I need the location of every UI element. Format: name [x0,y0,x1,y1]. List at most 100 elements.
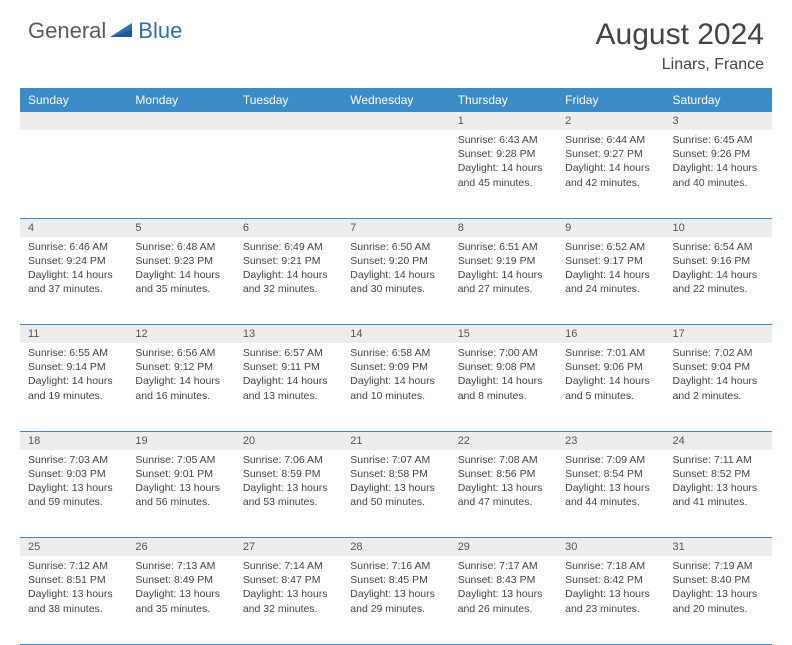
day-details: Sunrise: 7:06 AMSunset: 8:59 PMDaylight:… [235,450,342,516]
daynum-row: 123 [20,112,772,130]
day-cell: Sunrise: 7:13 AMSunset: 8:49 PMDaylight:… [127,556,234,644]
day-number [127,112,234,130]
weekday-header: Friday [557,88,664,112]
day-number: 29 [450,538,557,557]
day-cell: Sunrise: 6:52 AMSunset: 9:17 PMDaylight:… [557,237,664,325]
day-details: Sunrise: 6:52 AMSunset: 9:17 PMDaylight:… [557,237,664,303]
day-cell: Sunrise: 6:57 AMSunset: 9:11 PMDaylight:… [235,343,342,431]
day-cell: Sunrise: 6:44 AMSunset: 9:27 PMDaylight:… [557,130,664,218]
day-cell: Sunrise: 6:46 AMSunset: 9:24 PMDaylight:… [20,237,127,325]
day-cell: Sunrise: 7:01 AMSunset: 9:06 PMDaylight:… [557,343,664,431]
day-number: 13 [235,325,342,344]
day-details: Sunrise: 6:57 AMSunset: 9:11 PMDaylight:… [235,343,342,409]
day-cell: Sunrise: 7:19 AMSunset: 8:40 PMDaylight:… [665,556,772,644]
day-cell: Sunrise: 6:54 AMSunset: 9:16 PMDaylight:… [665,237,772,325]
brand-blue: Blue [138,18,182,44]
day-number: 11 [20,325,127,344]
day-cell: Sunrise: 7:02 AMSunset: 9:04 PMDaylight:… [665,343,772,431]
day-number: 26 [127,538,234,557]
weekday-header: Thursday [450,88,557,112]
day-number: 15 [450,325,557,344]
day-details: Sunrise: 6:44 AMSunset: 9:27 PMDaylight:… [557,130,664,196]
day-cell: Sunrise: 6:56 AMSunset: 9:12 PMDaylight:… [127,343,234,431]
day-cell: Sunrise: 6:49 AMSunset: 9:21 PMDaylight:… [235,237,342,325]
day-details: Sunrise: 6:46 AMSunset: 9:24 PMDaylight:… [20,237,127,303]
day-number: 1 [450,112,557,130]
day-number: 3 [665,112,772,130]
day-cell: Sunrise: 7:12 AMSunset: 8:51 PMDaylight:… [20,556,127,644]
week-row: Sunrise: 7:03 AMSunset: 9:03 PMDaylight:… [20,450,772,538]
day-number: 24 [665,431,772,450]
day-cell: Sunrise: 7:11 AMSunset: 8:52 PMDaylight:… [665,450,772,538]
day-number: 2 [557,112,664,130]
day-details: Sunrise: 7:09 AMSunset: 8:54 PMDaylight:… [557,450,664,516]
day-details: Sunrise: 6:43 AMSunset: 9:28 PMDaylight:… [450,130,557,196]
day-cell: Sunrise: 7:18 AMSunset: 8:42 PMDaylight:… [557,556,664,644]
day-number: 14 [342,325,449,344]
title-block: August 2024 Linars, France [596,18,764,74]
weekday-row: SundayMondayTuesdayWednesdayThursdayFrid… [20,88,772,112]
daynum-row: 11121314151617 [20,325,772,344]
brand-general: General [28,18,106,44]
day-number: 25 [20,538,127,557]
day-details: Sunrise: 7:08 AMSunset: 8:56 PMDaylight:… [450,450,557,516]
day-number: 31 [665,538,772,557]
day-cell: Sunrise: 7:03 AMSunset: 9:03 PMDaylight:… [20,450,127,538]
day-cell: Sunrise: 6:50 AMSunset: 9:20 PMDaylight:… [342,237,449,325]
day-cell: Sunrise: 7:09 AMSunset: 8:54 PMDaylight:… [557,450,664,538]
weekday-header: Monday [127,88,234,112]
calendar-body: 123Sunrise: 6:43 AMSunset: 9:28 PMDaylig… [20,112,772,644]
day-number [342,112,449,130]
daynum-row: 45678910 [20,218,772,237]
header: General Blue August 2024 Linars, France [0,0,792,82]
day-cell: Sunrise: 6:51 AMSunset: 9:19 PMDaylight:… [450,237,557,325]
day-number [235,112,342,130]
day-number: 8 [450,218,557,237]
day-details: Sunrise: 7:07 AMSunset: 8:58 PMDaylight:… [342,450,449,516]
week-row: Sunrise: 6:43 AMSunset: 9:28 PMDaylight:… [20,130,772,218]
day-cell [127,130,234,218]
week-row: Sunrise: 6:55 AMSunset: 9:14 PMDaylight:… [20,343,772,431]
day-cell: Sunrise: 7:00 AMSunset: 9:08 PMDaylight:… [450,343,557,431]
day-details: Sunrise: 6:51 AMSunset: 9:19 PMDaylight:… [450,237,557,303]
day-number: 28 [342,538,449,557]
calendar-head: SundayMondayTuesdayWednesdayThursdayFrid… [20,88,772,112]
day-cell: Sunrise: 7:05 AMSunset: 9:01 PMDaylight:… [127,450,234,538]
day-cell [20,130,127,218]
week-row: Sunrise: 6:46 AMSunset: 9:24 PMDaylight:… [20,237,772,325]
day-cell: Sunrise: 7:08 AMSunset: 8:56 PMDaylight:… [450,450,557,538]
day-number: 7 [342,218,449,237]
day-number: 10 [665,218,772,237]
daynum-row: 18192021222324 [20,431,772,450]
day-details: Sunrise: 7:11 AMSunset: 8:52 PMDaylight:… [665,450,772,516]
week-row: Sunrise: 7:12 AMSunset: 8:51 PMDaylight:… [20,556,772,644]
day-number: 22 [450,431,557,450]
page-title: August 2024 [596,18,764,52]
day-details: Sunrise: 6:55 AMSunset: 9:14 PMDaylight:… [20,343,127,409]
day-number: 19 [127,431,234,450]
day-number: 4 [20,218,127,237]
day-cell [235,130,342,218]
day-details: Sunrise: 6:56 AMSunset: 9:12 PMDaylight:… [127,343,234,409]
day-details: Sunrise: 6:49 AMSunset: 9:21 PMDaylight:… [235,237,342,303]
day-details: Sunrise: 7:01 AMSunset: 9:06 PMDaylight:… [557,343,664,409]
weekday-header: Tuesday [235,88,342,112]
day-cell: Sunrise: 6:55 AMSunset: 9:14 PMDaylight:… [20,343,127,431]
brand-mark-icon [110,19,136,44]
brand-logo: General Blue [28,18,182,44]
day-cell [342,130,449,218]
day-number: 16 [557,325,664,344]
day-details: Sunrise: 6:54 AMSunset: 9:16 PMDaylight:… [665,237,772,303]
day-number: 17 [665,325,772,344]
day-number: 20 [235,431,342,450]
location-label: Linars, France [596,56,764,74]
weekday-header: Saturday [665,88,772,112]
day-number: 27 [235,538,342,557]
day-cell: Sunrise: 7:14 AMSunset: 8:47 PMDaylight:… [235,556,342,644]
day-cell: Sunrise: 7:06 AMSunset: 8:59 PMDaylight:… [235,450,342,538]
day-details: Sunrise: 6:48 AMSunset: 9:23 PMDaylight:… [127,237,234,303]
day-number [20,112,127,130]
calendar-table: SundayMondayTuesdayWednesdayThursdayFrid… [20,88,772,645]
day-details: Sunrise: 7:03 AMSunset: 9:03 PMDaylight:… [20,450,127,516]
day-details: Sunrise: 7:00 AMSunset: 9:08 PMDaylight:… [450,343,557,409]
